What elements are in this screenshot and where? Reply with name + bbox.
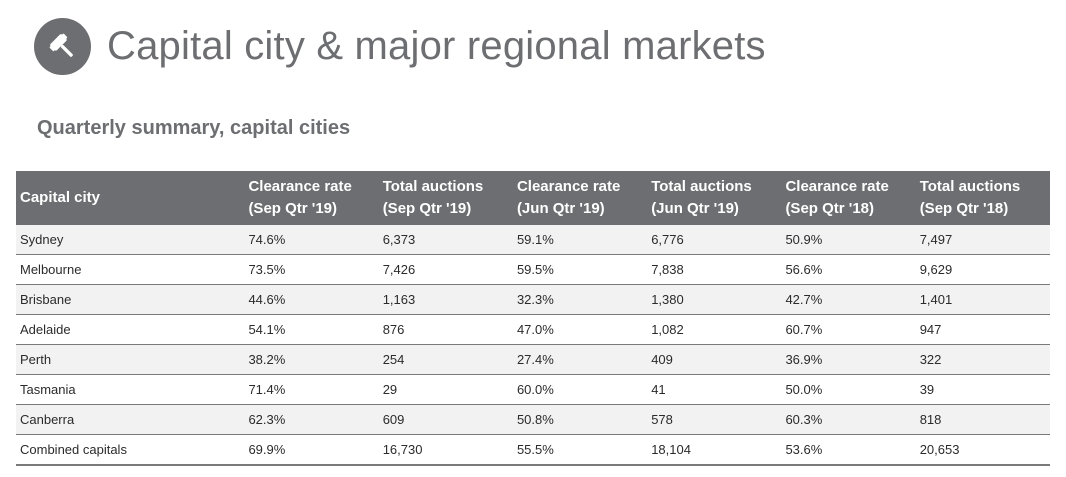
table-row: Brisbane 44.6% 1,163 32.3% 1,380 42.7% 1,401 <box>16 284 1050 315</box>
value-cell: 59.5% <box>512 254 648 285</box>
value-cell: 54.1% <box>244 314 379 345</box>
value-cell: 6,776 <box>647 225 782 255</box>
table-row: Perth 38.2% 254 27.4% 409 36.9% 322 <box>16 344 1050 375</box>
city-name-cell: Sydney <box>16 225 245 255</box>
table-row: Canberra 62.3% 609 50.8% 578 60.3% 818 <box>16 404 1050 435</box>
column-header-line1: Capital city <box>20 189 101 206</box>
gavel-badge <box>34 18 91 75</box>
value-cell: 50.9% <box>781 225 916 255</box>
city-name-cell: Brisbane <box>16 284 245 315</box>
table-row: Combined capitals 69.9% 16,730 55.5% 18,104 5… <box>16 434 1050 466</box>
value-cell: 60.7% <box>781 314 916 345</box>
city-name-cell: Canberra <box>16 404 245 435</box>
value-cell: 60.3% <box>781 404 916 435</box>
value-cell: 39 <box>915 374 1050 405</box>
value-cell: 947 <box>915 314 1050 345</box>
value-cell: 38.2% <box>244 344 379 375</box>
value-cell: 9,629 <box>915 254 1050 285</box>
table-body: Sydney 74.6% 6,373 59.1% 6,776 50.9% 7,497 Melb… <box>16 225 1050 466</box>
city-name-cell: Tasmania <box>16 374 245 405</box>
table-row: Adelaide 54.1% 876 47.0% 1,082 60.7% 947 <box>16 314 1050 345</box>
value-cell: 1,380 <box>647 284 782 315</box>
city-name-cell: Perth <box>16 344 245 375</box>
column-header-line2: (Jun Qtr '19) <box>651 200 739 217</box>
city-name-cell: Melbourne <box>16 254 245 285</box>
value-cell: 69.9% <box>244 434 379 466</box>
column-header: Clearance rate (Sep Qtr '19) <box>244 171 379 225</box>
value-cell: 50.0% <box>781 374 916 405</box>
value-cell: 818 <box>915 404 1050 435</box>
city-name-cell: Combined capitals <box>16 434 245 466</box>
value-cell: 41 <box>647 374 782 405</box>
city-name-cell: Adelaide <box>16 314 245 345</box>
column-header: Total auctions (Sep Qtr '18) <box>915 171 1050 225</box>
value-cell: 7,497 <box>915 225 1050 255</box>
value-cell: 1,082 <box>647 314 782 345</box>
value-cell: 20,653 <box>915 434 1050 466</box>
column-header-line1: Clearance rate <box>516 178 621 195</box>
value-cell: 55.5% <box>512 434 648 466</box>
value-cell: 47.0% <box>512 314 648 345</box>
value-cell: 609 <box>378 404 513 435</box>
capital-cities-table: Capital city Clearance rate (Sep Qtr '19) T… <box>16 171 1050 466</box>
value-cell: 1,163 <box>378 284 513 315</box>
page-header: Capital city & major regional markets <box>34 18 766 75</box>
value-cell: 16,730 <box>378 434 513 466</box>
column-header: Clearance rate (Sep Qtr '18) <box>781 171 916 225</box>
value-cell: 50.8% <box>512 404 648 435</box>
value-cell: 60.0% <box>512 374 648 405</box>
table-row: Melbourne 73.5% 7,426 59.5% 7,838 56.6% 9,629 <box>16 254 1050 285</box>
value-cell: 7,426 <box>378 254 513 285</box>
gavel-icon <box>49 33 73 57</box>
column-header-line1: Clearance rate <box>248 178 352 195</box>
column-header-line2: (Jun Qtr '19) <box>516 200 605 217</box>
value-cell: 42.7% <box>781 284 916 315</box>
value-cell: 62.3% <box>244 404 379 435</box>
value-cell: 71.4% <box>244 374 379 405</box>
value-cell: 7,838 <box>647 254 782 285</box>
column-header: Total auctions (Sep Qtr '19) <box>378 171 513 225</box>
table-row: Sydney 74.6% 6,373 59.1% 6,776 50.9% 7,497 <box>16 225 1050 255</box>
column-header-line1: Total auctions <box>651 178 752 195</box>
column-header-line1: Clearance rate <box>785 178 889 195</box>
value-cell: 409 <box>647 344 782 375</box>
value-cell: 1,401 <box>915 284 1050 315</box>
column-header: Capital city <box>16 171 245 225</box>
page-title: Capital city & major regional markets <box>107 24 766 68</box>
column-header-line2: (Sep Qtr '19) <box>248 200 338 217</box>
table-row: Tasmania 71.4% 29 60.0% 41 50.0% 39 <box>16 374 1050 405</box>
value-cell: 59.1% <box>512 225 648 255</box>
value-cell: 74.6% <box>244 225 379 255</box>
value-cell: 876 <box>378 314 513 345</box>
value-cell: 27.4% <box>512 344 648 375</box>
value-cell: 6,373 <box>378 225 513 255</box>
table-header-row: Capital city Clearance rate (Sep Qtr '19) T… <box>16 171 1050 225</box>
value-cell: 578 <box>647 404 782 435</box>
column-header-line1: Total auctions <box>382 178 484 195</box>
value-cell: 254 <box>378 344 513 375</box>
value-cell: 36.9% <box>781 344 916 375</box>
value-cell: 18,104 <box>647 434 782 466</box>
value-cell: 73.5% <box>244 254 379 285</box>
column-header-line2: (Sep Qtr '18) <box>919 200 1009 217</box>
column-header: Total auctions (Jun Qtr '19) <box>647 171 782 225</box>
column-header-line2: (Sep Qtr '19) <box>382 200 472 217</box>
column-header: Clearance rate (Jun Qtr '19) <box>512 171 648 225</box>
column-header-line1: Total auctions <box>919 178 1021 195</box>
value-cell: 53.6% <box>781 434 916 466</box>
value-cell: 44.6% <box>244 284 379 315</box>
value-cell: 56.6% <box>781 254 916 285</box>
column-header-line2: (Sep Qtr '18) <box>785 200 875 217</box>
value-cell: 29 <box>378 374 513 405</box>
value-cell: 322 <box>915 344 1050 375</box>
section-subtitle: Quarterly summary, capital cities <box>37 117 351 139</box>
value-cell: 32.3% <box>512 284 648 315</box>
